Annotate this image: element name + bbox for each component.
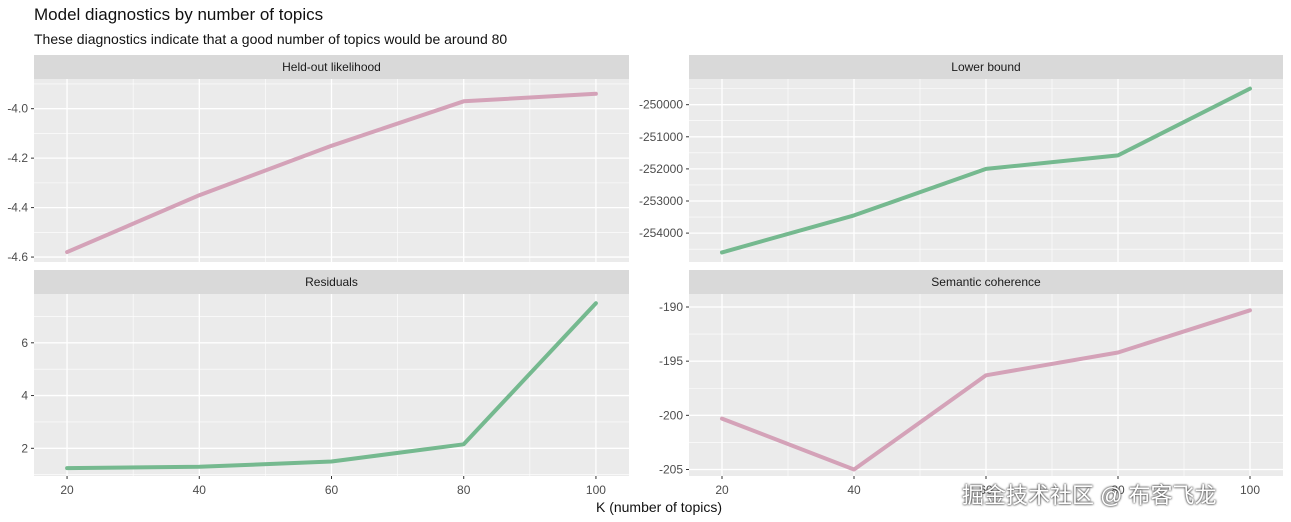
facet-strip	[689, 270, 1283, 294]
facet-panel: Residuals 2 4 6 20 40 60 80 100	[21, 270, 629, 497]
y-tick-label: -190	[659, 300, 683, 314]
x-tick-label: 20	[60, 483, 74, 497]
facet-panel: Held-out likelihood -4.6 -4.4 -4.2 -4.0	[7, 55, 629, 264]
x-tick-label: 80	[457, 483, 471, 497]
y-tick-label: -4.2	[7, 151, 28, 165]
y-tick-label: -253000	[639, 194, 683, 208]
y-tick-label: -4.0	[7, 102, 28, 116]
y-tick-label: 2	[21, 441, 28, 455]
facet-title: Lower bound	[951, 60, 1020, 74]
x-tick-label: 40	[847, 483, 861, 497]
y-tick-label: -250000	[639, 98, 683, 112]
x-tick-label: 100	[586, 483, 606, 497]
facet-panel: Lower bound -254000 -253000 -252000 -251000 -…	[639, 55, 1283, 262]
y-tick-label: -254000	[639, 226, 683, 240]
series-line	[720, 308, 1252, 472]
y-tick-label: -4.6	[7, 250, 28, 264]
chart-title: Model diagnostics by number of topics	[34, 5, 324, 24]
facet-panel: Semantic coherence -205 -200 -195 -190 20 40 60…	[659, 270, 1283, 497]
x-tick-label: 60	[979, 483, 993, 497]
facet-title: Held-out likelihood	[282, 60, 381, 74]
x-tick-label: 40	[193, 483, 207, 497]
facet-title: Semantic coherence	[931, 275, 1041, 289]
chart-subtitle: These diagnostics indicate that a good n…	[34, 31, 508, 47]
series-line	[65, 91, 598, 255]
y-tick-label: -200	[659, 408, 683, 422]
series-line	[720, 86, 1252, 255]
y-tick-label: -252000	[639, 162, 683, 176]
facet-strip	[34, 55, 629, 79]
x-tick-label: 80	[1111, 483, 1125, 497]
x-tick-label: 100	[1240, 483, 1260, 497]
watermark: 掘金技术社区 @ 布客飞龙	[962, 483, 1217, 508]
y-tick-label: -4.4	[7, 201, 28, 215]
facet-strip	[689, 55, 1283, 79]
y-tick-label: 6	[21, 336, 28, 350]
facet-title: Residuals	[305, 275, 358, 289]
series-line	[65, 301, 598, 471]
x-tick-label: 20	[715, 483, 729, 497]
facet-strip	[34, 270, 629, 294]
y-tick-label: -251000	[639, 130, 683, 144]
x-axis-label: K (number of topics)	[596, 499, 722, 515]
y-tick-label: -195	[659, 354, 683, 368]
y-tick-label: 4	[21, 389, 28, 403]
y-tick-label: -205	[659, 463, 683, 477]
x-tick-label: 60	[325, 483, 339, 497]
